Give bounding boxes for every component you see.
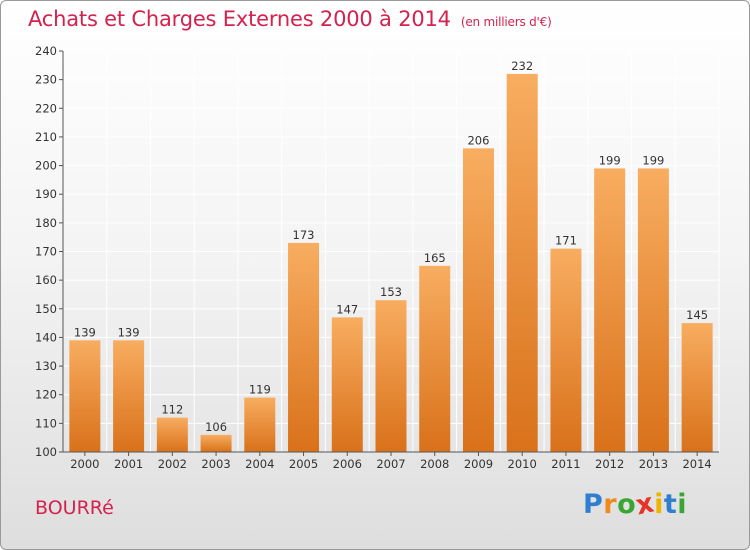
proxiti-logo[interactable]: Proxiti [583, 487, 688, 521]
title-text: Achats et Charges Externes 2000 à 2014 [28, 7, 451, 31]
bar-value-label: 206 [467, 133, 489, 147]
x-tick-label: 2003 [201, 457, 230, 471]
y-tick-label: 170 [35, 245, 57, 259]
bar-value-label: 199 [599, 153, 621, 167]
x-tick-label: 2002 [158, 457, 187, 471]
bar [681, 323, 713, 452]
bar-value-label: 106 [205, 420, 227, 434]
bar [637, 168, 669, 452]
logo-letter: i [654, 489, 664, 520]
bar [244, 397, 276, 452]
bar-value-label: 199 [642, 153, 664, 167]
y-tick-label: 150 [35, 302, 57, 316]
bar [288, 242, 320, 452]
x-tick-label: 2004 [245, 457, 274, 471]
bar [594, 168, 626, 452]
logo-letter: P [583, 489, 604, 520]
y-tick-label: 160 [35, 273, 57, 287]
bar [69, 340, 101, 452]
y-tick-label: 240 [35, 44, 57, 58]
bar [200, 434, 232, 452]
y-tick-label: 190 [35, 187, 57, 201]
y-tick-label: 220 [35, 101, 57, 115]
x-tick-label: 2013 [639, 457, 668, 471]
logo-letter: r [603, 489, 618, 520]
bar-value-label: 139 [118, 325, 140, 339]
x-tick-label: 2005 [289, 457, 318, 471]
bar [331, 317, 363, 452]
logo-letter: i [677, 489, 688, 520]
bar-value-label: 145 [686, 308, 708, 322]
bar-value-label: 165 [424, 251, 446, 265]
bar [550, 248, 582, 452]
y-tick-label: 100 [35, 445, 57, 459]
x-tick-label: 2014 [682, 457, 711, 471]
commune-name: BOURRé [35, 497, 114, 519]
bar-value-label: 153 [380, 285, 402, 299]
y-tick-label: 110 [35, 416, 57, 430]
y-tick-label: 230 [35, 73, 57, 87]
bar-value-label: 173 [293, 228, 315, 242]
x-tick-label: 2000 [70, 457, 99, 471]
x-tick-label: 2001 [114, 457, 143, 471]
bars: 139 139 112 106 119 173 147 153 165 206 232 171 199 1… [69, 59, 713, 453]
axes: 100 110 120 130 140 150 160 170 180 190 200 210 220 2… [35, 44, 719, 471]
x-tick-label: 2006 [333, 457, 362, 471]
bar [462, 148, 494, 452]
x-tick-label: 2010 [508, 457, 537, 471]
x-tick-label: 2012 [595, 457, 624, 471]
x-tick-label: 2007 [376, 457, 405, 471]
unit-label: (en milliers d'€) [460, 15, 552, 29]
y-tick-label: 140 [35, 330, 57, 344]
logo-letter: o [617, 489, 637, 520]
logo-letter: t [663, 489, 678, 520]
bar-value-label: 171 [555, 234, 577, 248]
chart-title: Achats et Charges Externes 2000 à 2014 (e… [28, 7, 552, 31]
bar [113, 340, 145, 452]
bar [375, 300, 407, 452]
bar-value-label: 232 [511, 59, 533, 73]
x-tick-label: 2009 [464, 457, 493, 471]
y-tick-label: 200 [35, 159, 57, 173]
bar-value-label: 139 [74, 325, 96, 339]
bar-value-label: 112 [161, 403, 183, 417]
bar [419, 265, 451, 452]
y-tick-label: 130 [35, 359, 57, 373]
bar [156, 417, 188, 452]
y-tick-label: 120 [35, 388, 57, 402]
y-tick-label: 210 [35, 130, 57, 144]
bar-value-label: 147 [336, 302, 358, 316]
y-tick-label: 180 [35, 216, 57, 230]
bar-value-label: 119 [249, 383, 271, 397]
x-tick-label: 2008 [420, 457, 449, 471]
bar [506, 73, 538, 453]
x-tick-label: 2011 [551, 457, 580, 471]
